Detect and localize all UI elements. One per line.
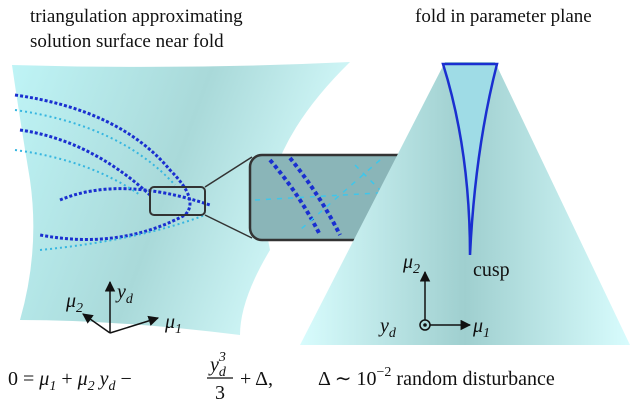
figure: triangulation approximating solution sur… xyxy=(0,0,634,405)
fraction-numerator: yd3 xyxy=(208,350,227,380)
fraction-denominator: 3 xyxy=(215,382,225,404)
left-title-2: solution surface near fold xyxy=(30,31,224,52)
equation-rest: + Δ, xyxy=(240,368,273,390)
axis-dot xyxy=(423,323,427,327)
left-title-1: triangulation approximating xyxy=(30,6,243,27)
cusp-label: cusp xyxy=(473,259,510,281)
right-title: fold in parameter plane xyxy=(415,6,592,27)
